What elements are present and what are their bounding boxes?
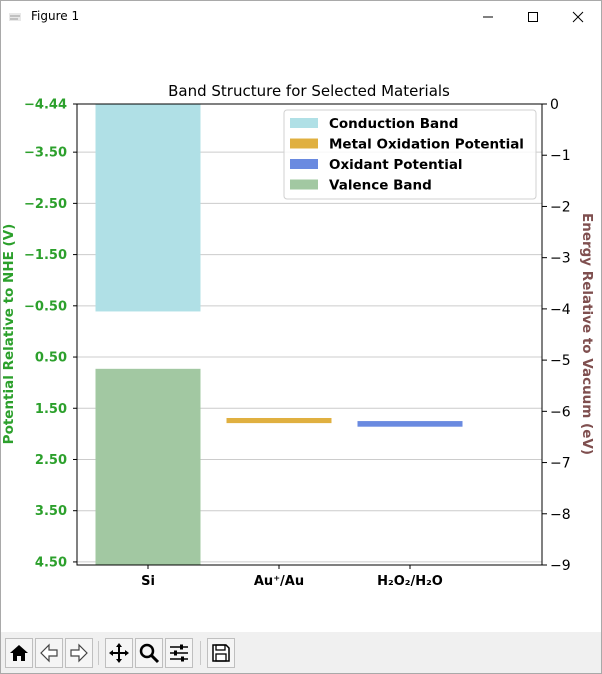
configure-subplots-button[interactable] — [165, 638, 193, 668]
bar-metal-oxidation-potential — [226, 417, 332, 424]
right-tick-label: −2 — [550, 199, 571, 215]
bar-valence-band — [95, 368, 201, 565]
right-tick-label: −3 — [550, 251, 571, 267]
x-tick-label: H₂O₂/H₂O — [377, 574, 443, 589]
zoom-button[interactable] — [135, 638, 163, 668]
left-axis-label: Potential Relative to NHE (V) — [1, 224, 17, 445]
home-button[interactable] — [5, 638, 33, 668]
minimize-icon — [483, 16, 493, 17]
right-tick-label: −7 — [550, 456, 571, 472]
title-bar: Figure 1 — [1, 1, 601, 32]
legend-swatch — [290, 118, 318, 128]
back-button[interactable] — [35, 638, 63, 668]
left-tick-label: −1.50 — [24, 248, 67, 263]
legend-label: Valence Band — [329, 178, 432, 194]
bar-conduction-band — [95, 104, 201, 312]
home-icon — [10, 645, 28, 661]
navigation-toolbar — [1, 632, 601, 673]
legend-swatch — [290, 138, 318, 149]
configure-subplots-icon — [170, 644, 188, 662]
left-axis-ticks: −4.44 −3.50 −2.50 −1.50 −0.50 0.50 1.50 2.50 3.5… — [24, 98, 77, 570]
plot-frame — [76, 103, 543, 566]
bars — [95, 104, 463, 565]
legend-swatch — [290, 159, 318, 169]
minimize-button[interactable] — [465, 1, 511, 32]
chart-title: Band Structure for Selected Materials — [168, 82, 450, 100]
save-icon — [212, 644, 230, 662]
bar-oxidant-potential — [357, 421, 463, 427]
matplotlib-icon — [9, 13, 21, 21]
left-tick-label: −2.50 — [24, 197, 67, 212]
left-tick-label: 1.50 — [35, 402, 67, 417]
legend-swatch — [290, 179, 318, 190]
band-chart: Band Structure for Selected Materials −4… — [1, 82, 595, 589]
x-tick-label: Au⁺/Au — [254, 574, 304, 589]
legend-box — [283, 109, 537, 200]
zoom-icon — [139, 643, 160, 664]
right-tick-label: −9 — [550, 558, 571, 574]
forward-arrow-icon — [70, 643, 88, 663]
right-tick-label: −4 — [550, 302, 571, 318]
right-tick-label: −5 — [550, 353, 571, 369]
right-tick-label: −8 — [550, 507, 571, 523]
legend-label: Oxidant Potential — [329, 157, 463, 173]
close-button[interactable] — [555, 1, 601, 32]
x-tick-label: Si — [141, 574, 155, 589]
toolbar-separator — [98, 641, 99, 665]
right-tick-label: 0 — [550, 97, 559, 113]
maximize-button[interactable] — [510, 1, 556, 32]
back-arrow-icon — [40, 643, 58, 663]
pan-icon — [109, 643, 129, 663]
left-tick-label: 3.50 — [35, 504, 67, 519]
pan-button[interactable] — [105, 638, 133, 668]
close-icon — [572, 11, 584, 22]
left-tick-label: 2.50 — [35, 453, 67, 468]
figure-canvas[interactable]: Band Structure for Selected Materials −4… — [1, 32, 601, 632]
right-axis-label: Energy Relative to Vacuum (eV) — [579, 213, 595, 455]
left-tick-label: −4.44 — [24, 98, 67, 113]
legend-label: Metal Oxidation Potential — [329, 137, 524, 153]
right-tick-label: −1 — [550, 148, 571, 164]
left-tick-label: 4.50 — [35, 555, 67, 570]
right-tick-label: −6 — [550, 404, 571, 420]
legend: Conduction Band Metal Oxidation Potential… — [283, 109, 537, 200]
toolbar-separator — [200, 641, 201, 665]
forward-button[interactable] — [65, 638, 93, 668]
left-tick-label: 0.50 — [35, 351, 67, 366]
left-tick-label: −0.50 — [24, 299, 67, 314]
x-axis-ticks: Si Au⁺/Au H₂O₂/H₂O — [141, 565, 443, 589]
save-button[interactable] — [207, 638, 235, 668]
left-tick-label: −3.50 — [24, 146, 67, 161]
window-title: Figure 1 — [31, 9, 80, 23]
right-axis-ticks: 0 −1 −2 −3 −4 −5 −6 −7 −8 −9 — [542, 97, 571, 574]
maximize-icon — [528, 11, 538, 22]
legend-label: Conduction Band — [329, 116, 458, 132]
